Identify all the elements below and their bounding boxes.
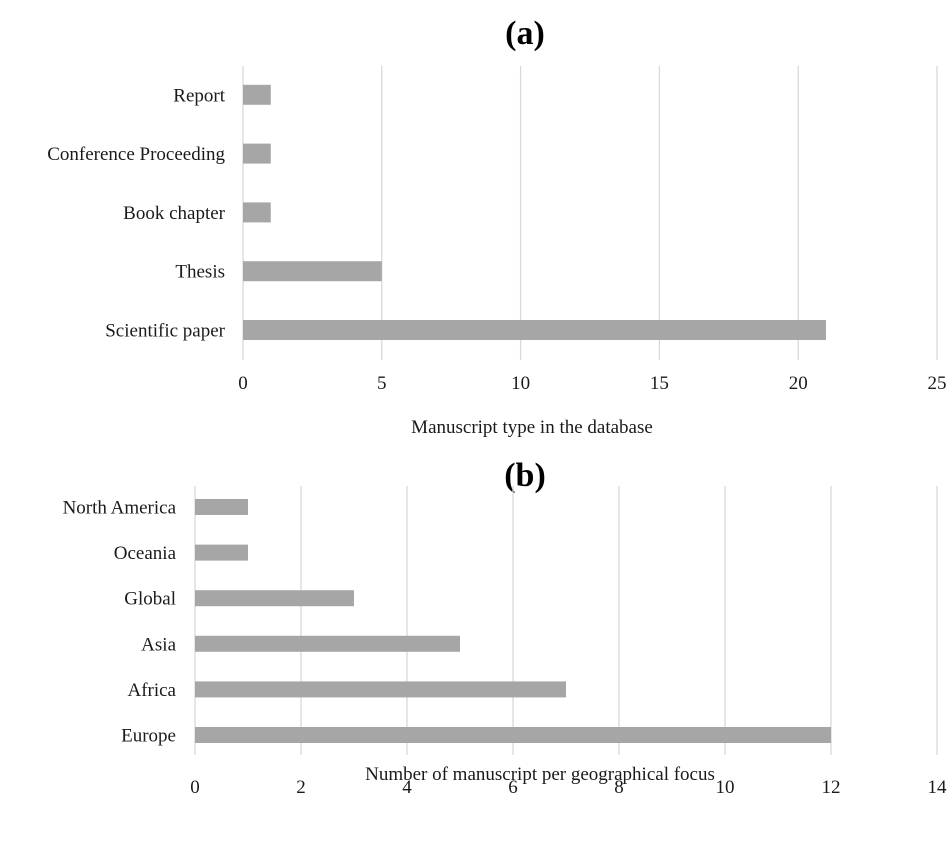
panel-b-bar — [195, 544, 248, 561]
panel-b-gridlines — [194, 486, 938, 755]
panel-a-bars — [243, 84, 826, 340]
panel-a-category-labels: Scientific paper Thesis Book chapter Confer… — [47, 85, 226, 341]
panel-a-category-label: Scientific paper — [105, 321, 225, 342]
panel-b-category-labels: Europe Africa Asia Global Oceania North Ameri… — [63, 498, 177, 747]
panel-a-bar — [243, 261, 382, 282]
panel-b-bar — [195, 681, 566, 698]
panel-a-category-label: Conference Proceeding — [47, 144, 225, 165]
panel-a-x-tick-label: 5 — [377, 373, 387, 394]
panel-a-x-tick-label: 25 — [928, 373, 947, 394]
panel-a-category-label: Book chapter — [123, 203, 226, 224]
panel-b-bar — [195, 590, 354, 607]
panel-a-title: (a) — [505, 15, 545, 52]
panel-b-x-tick-label: 12 — [822, 777, 841, 798]
panel-b-x-tick-label: 8 — [614, 777, 624, 798]
panel-b-category-label: Europe — [121, 726, 176, 747]
panel-b-category-label: Asia — [141, 634, 176, 655]
panel-a-x-axis-label: Manuscript type in the database — [411, 417, 653, 438]
panel-a-x-tick-label: 20 — [789, 373, 808, 394]
panel-a-category-label: Thesis — [175, 262, 225, 283]
panel-a-gridlines — [242, 66, 938, 360]
panel-b-bar — [195, 635, 460, 652]
panel-b-category-label: North America — [63, 498, 177, 519]
panel-a-bar — [243, 143, 271, 164]
panel-a-bar — [243, 84, 271, 105]
panel-b: (b) Europe Africa Asia Global Oceania North A… — [63, 457, 947, 798]
panel-a-x-ticks: 0 5 10 15 20 25 — [238, 373, 946, 394]
panel-a-bar — [243, 202, 271, 223]
panel-b-category-label: Africa — [127, 680, 176, 701]
panel-a-x-tick-label: 0 — [238, 373, 248, 394]
panel-a-category-label: Report — [173, 85, 225, 106]
panel-a: (a) Scientific paper Thesis Book chapter Co… — [47, 15, 946, 438]
panel-b-x-tick-label: 6 — [508, 777, 518, 798]
panel-b-bars — [195, 499, 831, 743]
panel-b-category-label: Oceania — [114, 543, 177, 564]
panel-b-x-tick-label: 14 — [928, 777, 948, 798]
panel-b-x-tick-label: 10 — [716, 777, 735, 798]
panel-b-x-ticks: 0 2 4 6 8 10 12 14 — [190, 777, 947, 798]
panel-b-x-axis-label: Number of manuscript per geographical fo… — [365, 764, 715, 785]
panel-b-x-tick-label: 0 — [190, 777, 200, 798]
panel-b-bar — [195, 727, 831, 743]
panel-b-category-label: Global — [124, 589, 176, 610]
panel-a-x-tick-label: 15 — [650, 373, 669, 394]
panel-b-bar — [195, 499, 248, 515]
panel-a-bar — [243, 320, 826, 340]
panel-a-x-tick-label: 10 — [511, 373, 530, 394]
panel-b-x-tick-label: 4 — [402, 777, 412, 798]
panel-b-title: (b) — [504, 457, 546, 494]
panel-b-x-tick-label: 2 — [296, 777, 306, 798]
